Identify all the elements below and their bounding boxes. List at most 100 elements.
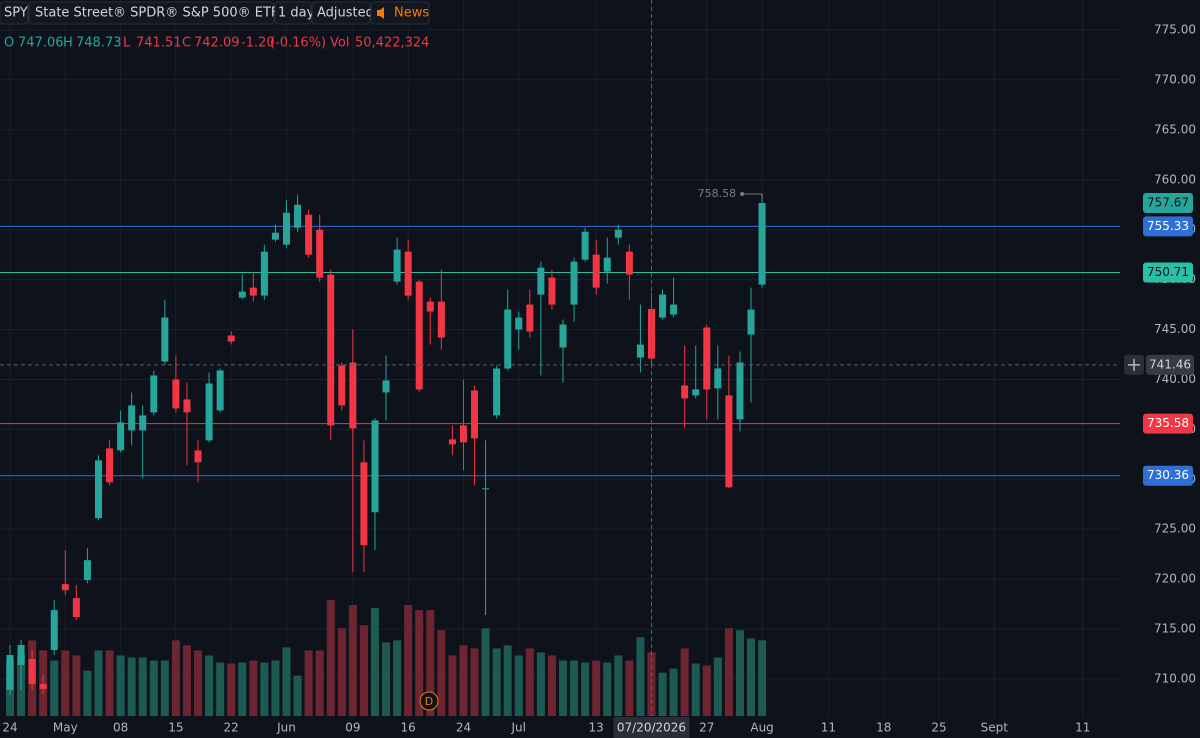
x-tick-label: 27 (699, 721, 714, 735)
candle-body (338, 365, 346, 406)
candle-body (172, 379, 180, 409)
volume-bar (359, 625, 368, 716)
candle-body (283, 212, 290, 245)
volume-bar (61, 650, 70, 716)
candle-body (592, 254, 600, 288)
candle-body (448, 439, 456, 445)
candle-body (50, 610, 58, 651)
interval-box[interactable] (274, 1, 312, 25)
candle-body (482, 488, 490, 490)
price-level-label: 750.71 (1147, 265, 1189, 279)
x-tick-label: May (53, 721, 78, 735)
adjusted[interactable]: Adjusted (317, 6, 374, 21)
adjusted-box[interactable] (311, 1, 371, 25)
candle-body (294, 204, 302, 228)
high-annotation: 758.58 (698, 187, 737, 200)
volume-bar (559, 660, 567, 716)
candle-body (39, 683, 47, 689)
volume-label: Vol (330, 36, 349, 51)
high-label: H (63, 36, 73, 51)
volume-value: 50,422,324 (355, 36, 429, 51)
volume-bar (492, 648, 501, 716)
volume-bar (592, 660, 601, 716)
candle-body (692, 389, 700, 396)
candle-body (537, 267, 545, 295)
x-tick-label: 08 (113, 721, 128, 735)
candles (6, 193, 766, 695)
candle-body (670, 304, 678, 315)
volume-bar (293, 675, 302, 716)
volume-bar (481, 628, 490, 716)
volume-bar (271, 660, 280, 716)
price-level-label: 730.36 (1147, 468, 1189, 482)
volume-bar (724, 628, 733, 716)
candle-body (61, 584, 69, 591)
volume-bar (182, 645, 191, 716)
volume-bar (216, 662, 225, 716)
y-tick-label: 710.00 (1154, 672, 1196, 686)
x-tick-label: 22 (224, 721, 239, 735)
x-tick-label: Sept (981, 721, 1009, 735)
volume-bar (116, 655, 125, 716)
candle-body (161, 317, 169, 362)
candle-body (371, 420, 379, 513)
x-tick-label: 13 (589, 721, 604, 735)
dividend-marker-label: D (425, 695, 433, 708)
high-annotation-leader (742, 193, 763, 198)
candle-body (205, 383, 213, 441)
news[interactable]: News (394, 6, 429, 21)
open-value: 747.06 (18, 36, 64, 51)
candle-body (72, 598, 80, 618)
volume-bar (105, 650, 114, 716)
y-tick-label: 760.00 (1154, 172, 1196, 186)
volume-bar (426, 610, 435, 716)
volume-bar (448, 655, 457, 716)
y-tick-label: 740.00 (1154, 372, 1196, 386)
x-tick-label: 15 (168, 721, 183, 735)
candle-body (747, 309, 755, 335)
crosshair-plus-icon[interactable] (1128, 358, 1140, 371)
candle-body (216, 370, 224, 411)
y-tick-label: 775.00 (1154, 23, 1196, 37)
volume-bar (127, 657, 136, 716)
volume-bar (149, 660, 158, 716)
volume-bar (50, 660, 59, 716)
volume-bar (282, 647, 291, 716)
candle-body (94, 460, 102, 519)
news-icon[interactable] (377, 7, 384, 19)
instrument-name: State Street® SPDR® S&P 500® ETF Trust (35, 6, 314, 21)
volume-bar (83, 670, 92, 716)
change: -1.20 (241, 36, 275, 51)
candle-body (6, 655, 14, 690)
candle-body (548, 277, 556, 305)
candle-body (316, 229, 324, 278)
x-tick-label: Aug (750, 721, 773, 735)
x-tick-label: Jul (511, 721, 526, 735)
x-tick-label: 16 (401, 721, 416, 735)
price-level-tag (1143, 216, 1193, 237)
volume-bar (249, 660, 258, 716)
volume-bar (470, 648, 479, 716)
symbol[interactable]: SPY (4, 6, 28, 21)
candle-body (703, 327, 711, 390)
x-tick-label: 24 (2, 721, 17, 735)
volume-bar (514, 655, 523, 716)
candle-body (305, 214, 313, 255)
x-tick-label: Jun (276, 721, 296, 735)
volume-bar (437, 630, 446, 716)
candle-body (271, 232, 279, 240)
volume-bar (459, 645, 468, 716)
symbol-box[interactable] (0, 1, 29, 25)
volume-bar (404, 605, 413, 716)
crosshair-price-label: 741.46 (1149, 357, 1191, 371)
volume-bar (691, 663, 700, 716)
candle-body (581, 231, 589, 260)
candle-body (194, 450, 202, 463)
interval[interactable]: 1 day (278, 6, 315, 21)
news-box[interactable] (370, 1, 430, 25)
y-tick-label: 725.00 (1154, 522, 1196, 536)
crosshair-x-box (613, 717, 690, 738)
